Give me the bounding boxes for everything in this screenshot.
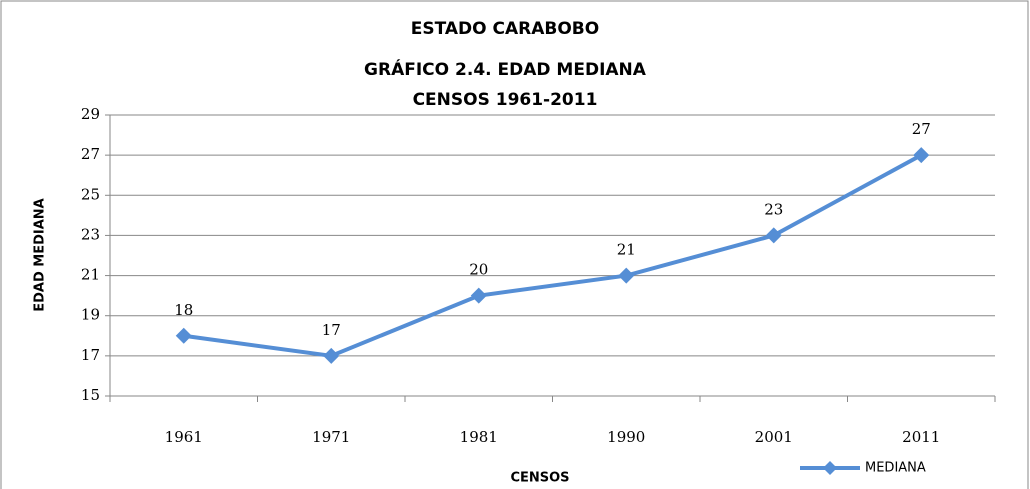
x-axis-title: CENSOS (510, 471, 569, 486)
legend-label: MEDIANA (865, 461, 926, 476)
data-label: 18 (174, 301, 193, 319)
y-tick-label: 27 (81, 145, 100, 163)
y-tick-label: 17 (81, 346, 100, 364)
data-label: 20 (469, 261, 488, 279)
y-tick-label: 23 (81, 225, 100, 243)
y-tick-label: 25 (81, 185, 100, 203)
point-marker (323, 347, 340, 364)
data-label: 21 (617, 241, 636, 259)
x-tick-label: 2011 (902, 428, 940, 446)
x-tick-label: 1981 (460, 428, 498, 446)
chart-title: CENSOS 1961-2011 (413, 90, 598, 110)
y-tick-label: 15 (81, 386, 100, 404)
y-tick-label: 19 (81, 306, 100, 324)
data-label: 23 (764, 200, 783, 218)
point-marker (175, 327, 192, 344)
y-axis-title: EDAD MEDIANA (33, 198, 48, 312)
point-marker (765, 227, 782, 244)
data-label: 17 (322, 321, 341, 339)
x-tick-label: 2001 (755, 428, 793, 446)
x-tick-label: 1961 (165, 428, 203, 446)
legend-marker (823, 461, 837, 475)
point-marker (618, 267, 635, 284)
x-tick-label: 1990 (607, 428, 645, 446)
chart-title: ESTADO CARABOBO (411, 19, 599, 39)
point-marker (913, 147, 930, 164)
y-tick-label: 21 (81, 266, 100, 284)
series-line (183, 153, 923, 358)
chart-title: GRÁFICO 2.4. EDAD MEDIANA (364, 58, 647, 80)
point-marker (470, 287, 487, 304)
y-tick-label: 29 (81, 105, 100, 123)
x-tick-label: 1971 (312, 428, 350, 446)
data-label: 27 (912, 120, 931, 138)
